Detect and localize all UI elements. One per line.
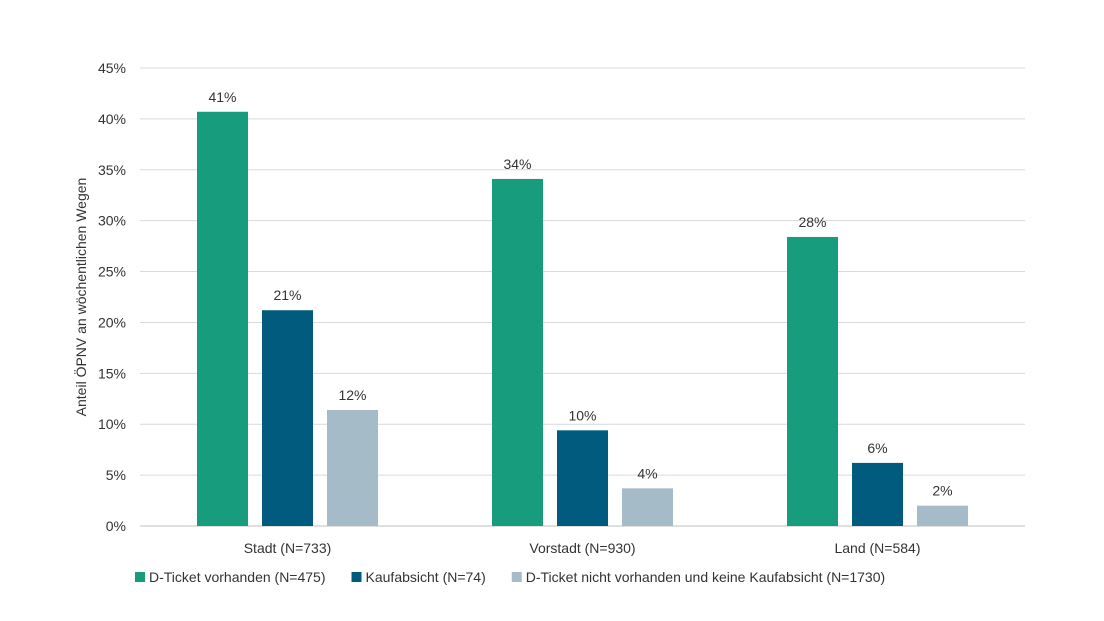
data-labels: 41% 21% 12% 34% 10% 4% 28% 6% 2% [208, 89, 952, 499]
bar [917, 505, 968, 526]
x-category-label: Vorstadt (N=930) [529, 540, 635, 556]
bars [197, 111, 968, 527]
data-label: 6% [867, 440, 887, 456]
y-tick-label: 5% [106, 467, 126, 483]
y-tick-label: 10% [98, 416, 126, 432]
bar [557, 430, 608, 526]
bar [622, 488, 673, 526]
legend-label: D-Ticket vorhanden (N=475) [149, 569, 326, 585]
legend-swatch [351, 572, 362, 582]
bar [852, 462, 903, 526]
data-label: 12% [338, 387, 366, 403]
y-tick-label: 15% [98, 365, 126, 381]
data-label: 41% [208, 89, 236, 105]
x-axis-categories: Stadt (N=733) Vorstadt (N=930) Land (N=584… [244, 540, 921, 556]
x-category-label: Stadt (N=733) [244, 540, 332, 556]
legend-item: Kaufabsicht (N=74) [351, 569, 486, 585]
bar [197, 111, 248, 527]
data-label: 28% [798, 214, 826, 230]
bar [262, 310, 313, 526]
data-label: 4% [637, 465, 657, 481]
bar [787, 236, 838, 526]
data-label: 21% [273, 287, 301, 303]
y-tick-label: 45% [98, 60, 126, 76]
legend-item: D-Ticket nicht vorhanden und keine Kaufa… [511, 569, 885, 585]
legend-label: Kaufabsicht (N=74) [366, 569, 486, 585]
y-tick-label: 35% [98, 162, 126, 178]
legend-swatch [511, 572, 522, 582]
bar [327, 409, 378, 526]
legend-label: D-Ticket nicht vorhanden und keine Kaufa… [526, 569, 885, 585]
y-tick-label: 25% [98, 264, 126, 280]
legend-swatch [135, 572, 145, 582]
y-axis-title: Anteil ÖPNV an wöchentlichen Wegen [72, 178, 89, 417]
data-label: 2% [932, 483, 952, 499]
y-tick-label: 40% [98, 111, 126, 127]
y-tick-label: 20% [98, 314, 126, 330]
x-category-label: Land (N=584) [834, 540, 920, 556]
y-axis-ticks: 0% 5% 10% 15% 20% 25% 30% 35% 40% 45% [98, 60, 126, 534]
legend-item: D-Ticket vorhanden (N=475) [135, 569, 326, 585]
y-tick-label: 30% [98, 213, 126, 229]
data-label: 34% [503, 156, 531, 172]
bar [492, 178, 543, 526]
data-label: 10% [568, 407, 596, 423]
y-tick-label: 0% [106, 518, 126, 534]
legend: D-Ticket vorhanden (N=475) Kaufabsicht (N… [135, 569, 885, 585]
